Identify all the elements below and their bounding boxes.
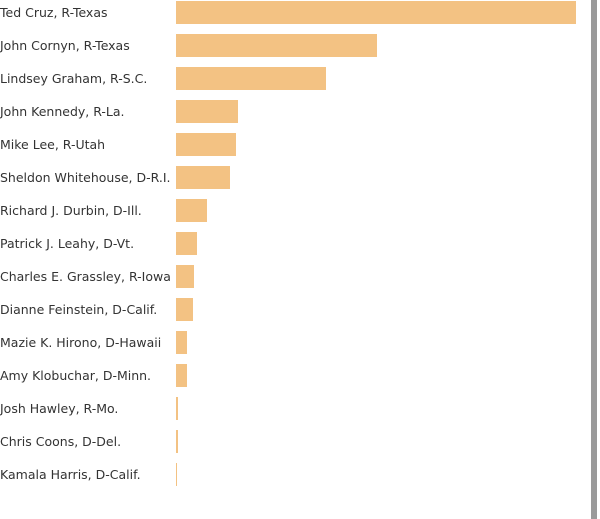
bar [176,34,377,57]
bar [176,1,576,24]
category-label: Ted Cruz, R-Texas [0,5,108,20]
bar [176,364,187,387]
category-label: Mike Lee, R-Utah [0,137,105,152]
bar [176,298,193,321]
category-label: Kamala Harris, D-Calif. [0,467,141,482]
category-label: Lindsey Graham, R-S.C. [0,71,147,86]
category-label: Chris Coons, D-Del. [0,434,121,449]
category-label: Amy Klobuchar, D-Minn. [0,368,151,383]
bar [176,430,178,453]
category-label: Patrick J. Leahy, D-Vt. [0,236,134,251]
right-edge-rule [591,0,597,519]
category-label: Richard J. Durbin, D-Ill. [0,203,142,218]
category-label: Dianne Feinstein, D-Calif. [0,302,157,317]
bar [176,166,230,189]
category-label: Mazie K. Hirono, D-Hawaii [0,335,161,350]
bar [176,67,326,90]
bar [176,232,197,255]
category-label: John Kennedy, R-La. [0,104,125,119]
category-label: Josh Hawley, R-Mo. [0,401,118,416]
bar [176,463,177,486]
bar [176,100,238,123]
bar [176,133,236,156]
category-label: John Cornyn, R-Texas [0,38,130,53]
bar [176,331,187,354]
category-label: Sheldon Whitehouse, D-R.I. [0,170,171,185]
bar [176,397,178,420]
bar [176,199,207,222]
category-label: Charles E. Grassley, R-Iowa [0,269,171,284]
bar [176,265,194,288]
